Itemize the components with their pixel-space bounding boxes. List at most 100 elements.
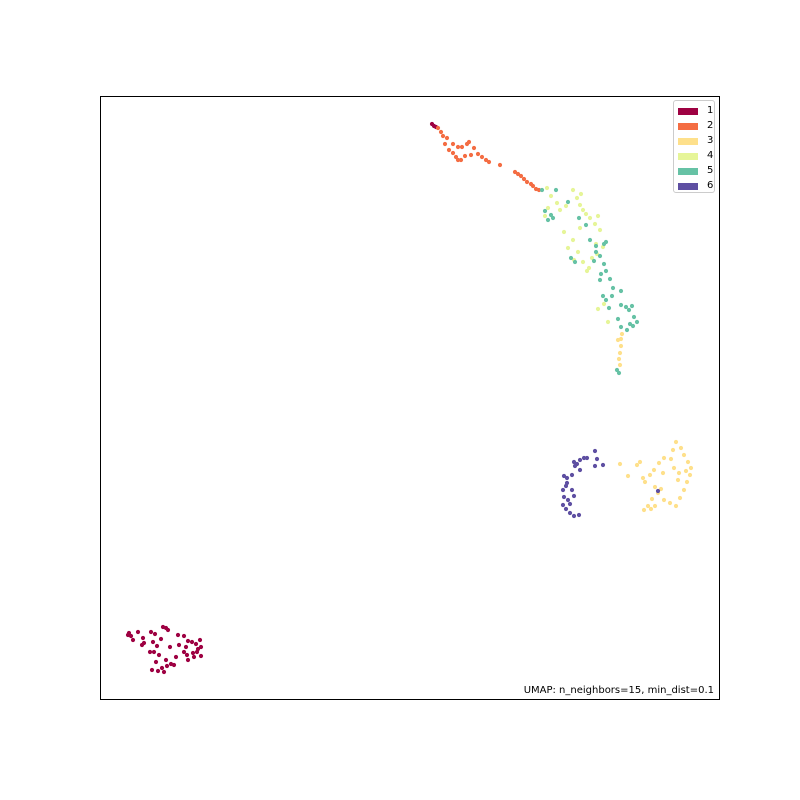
point-series-3-19 [652,484,658,490]
point-series-6-24 [561,473,567,479]
point-series-1-37 [191,654,197,660]
point-series-1-28 [189,639,195,645]
legend: 1 2 3 4 5 6 [673,100,715,193]
point-series-5-10 [593,249,599,255]
point-series-1-45 [163,657,169,663]
point-series-3-1 [678,445,684,451]
point-series-3-26 [661,497,667,503]
point-series-5-20 [597,277,603,283]
point-series-2-9 [462,153,468,159]
point-series-1-49 [161,669,167,675]
point-series-1-7 [140,635,146,641]
point-series-2-12 [459,144,465,150]
point-series-5-22 [610,285,616,291]
point-series-5-0 [539,187,545,193]
point-series-2-14 [450,141,456,147]
point-series-6-22 [569,487,575,493]
point-series-4-15 [570,237,576,243]
point-series-5-38 [600,293,606,299]
point-series-3-41 [619,331,625,337]
point-series-1-17 [156,652,162,658]
point-series-5-33 [634,319,640,325]
point-series-4-7 [577,202,583,208]
point-series-3-7 [671,465,677,471]
point-series-4-14 [577,225,583,231]
point-series-6-8 [600,462,606,468]
point-series-4-24 [542,213,548,219]
point-series-3-28 [673,503,679,509]
point-series-1-23 [155,668,161,674]
point-series-6-23 [564,480,570,486]
legend-swatch-2 [678,123,698,130]
point-series-5-12 [601,261,607,267]
point-series-5-14 [598,271,604,277]
point-series-4-0 [544,185,550,191]
point-series-6-15 [560,502,566,508]
point-series-5-39 [603,297,609,303]
point-series-4-29 [601,301,607,307]
point-series-3-24 [648,506,654,512]
point-series-4-17 [575,249,581,255]
point-series-1-24 [149,667,155,673]
point-series-4-32 [605,319,611,325]
legend-swatch-5 [678,168,698,175]
point-series-4-20 [589,255,595,261]
umap-params-annotation: UMAP: n_neighbors=15, min_dist=0.1 [523,685,714,696]
point-series-3-16 [625,473,631,479]
point-series-6-25 [572,463,578,469]
point-series-5-23 [609,293,615,299]
legend-swatch-6 [678,183,698,190]
point-series-1-14 [150,639,156,645]
point-series-5-2 [548,212,554,218]
point-series-1-36 [198,644,204,650]
point-series-4-6 [574,195,580,201]
point-series-4-1 [548,193,554,199]
legend-label-1: 1 [707,105,714,116]
point-series-1-30 [197,637,203,643]
point-series-1-48 [198,653,204,659]
point-series-4-3 [557,207,563,213]
point-series-2-15 [468,152,474,158]
point-series-6-20 [565,497,571,503]
point-series-4-31 [584,268,590,274]
point-series-3-4 [688,465,694,471]
point-series-2-8 [458,157,464,163]
point-series-5-18 [568,255,574,261]
point-series-5-13 [603,268,609,274]
point-series-6-9 [577,467,583,473]
point-series-3-14 [642,479,648,485]
point-series-3-15 [640,475,646,481]
point-series-6-19 [576,512,582,518]
point-series-1-43 [167,644,173,650]
point-series-6-7 [592,463,598,469]
point-series-5-34 [615,316,621,322]
point-series-3-0 [673,439,679,445]
point-series-3-9 [670,447,676,453]
series-6 [560,448,661,519]
point-series-6-4 [584,455,590,461]
point-series-2-19 [486,159,492,165]
legend-swatch-1 [678,108,698,115]
point-series-6-27 [567,501,573,507]
point-series-3-22 [645,503,651,509]
point-series-2-30 [528,181,534,187]
point-series-5-41 [593,243,599,249]
point-series-5-28 [629,303,635,309]
point-series-6-18 [571,513,577,519]
point-series-6-13 [560,487,566,493]
point-series-5-26 [623,304,629,310]
point-series-2-6 [450,150,456,156]
point-series-6-10 [569,472,575,478]
point-series-5-32 [630,323,636,329]
point-series-3-42 [615,337,621,343]
point-series-4-25 [578,191,584,197]
point-series-6-26 [655,488,661,494]
point-series-2-16 [475,151,481,157]
point-series-3-36 [618,343,624,349]
legend-label-6: 6 [707,180,714,191]
point-series-3-31 [684,479,690,485]
series-1 [125,121,439,675]
point-series-3-5 [683,468,689,474]
point-series-5-6 [565,199,571,205]
